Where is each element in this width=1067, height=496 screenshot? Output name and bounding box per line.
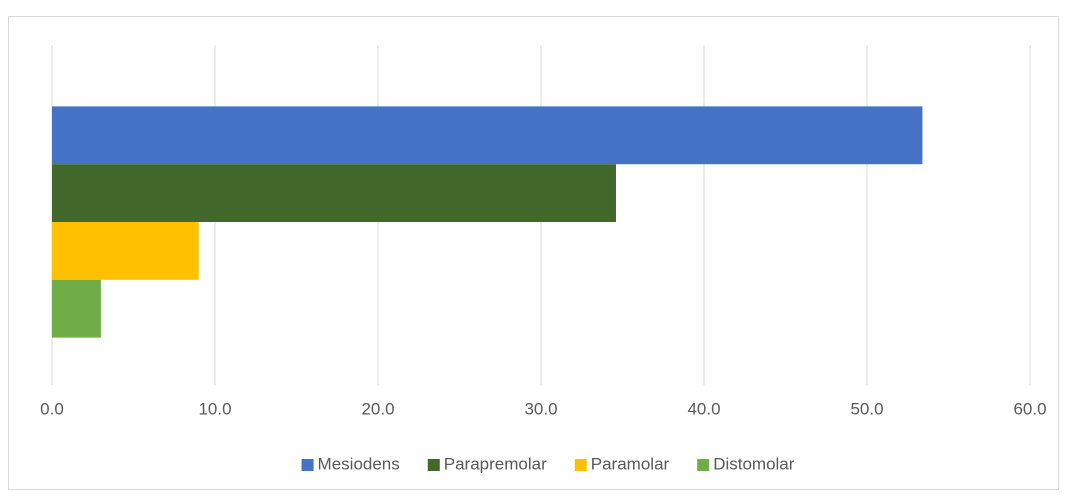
legend-swatch xyxy=(574,459,587,471)
legend-swatch xyxy=(697,459,710,471)
x-tick-label: 60.0 xyxy=(1013,399,1046,418)
legend-label: Paramolar xyxy=(591,454,670,473)
bar xyxy=(52,279,101,338)
bar xyxy=(52,222,199,280)
legend-label: Parapremolar xyxy=(444,454,547,473)
x-tick-label: 30.0 xyxy=(524,399,557,418)
bar xyxy=(52,106,923,165)
x-tick-label: 0.0 xyxy=(40,399,64,418)
x-tick-label: 20.0 xyxy=(361,399,394,418)
bar xyxy=(52,164,616,222)
x-tick-label: 50.0 xyxy=(850,399,883,418)
legend-label: Distomolar xyxy=(713,454,795,473)
x-tick-label: 10.0 xyxy=(198,399,231,418)
legend-label: Mesiodens xyxy=(318,454,400,473)
legend-swatch xyxy=(301,459,314,471)
legend-swatch xyxy=(427,459,440,471)
x-tick-label: 40.0 xyxy=(687,399,720,418)
